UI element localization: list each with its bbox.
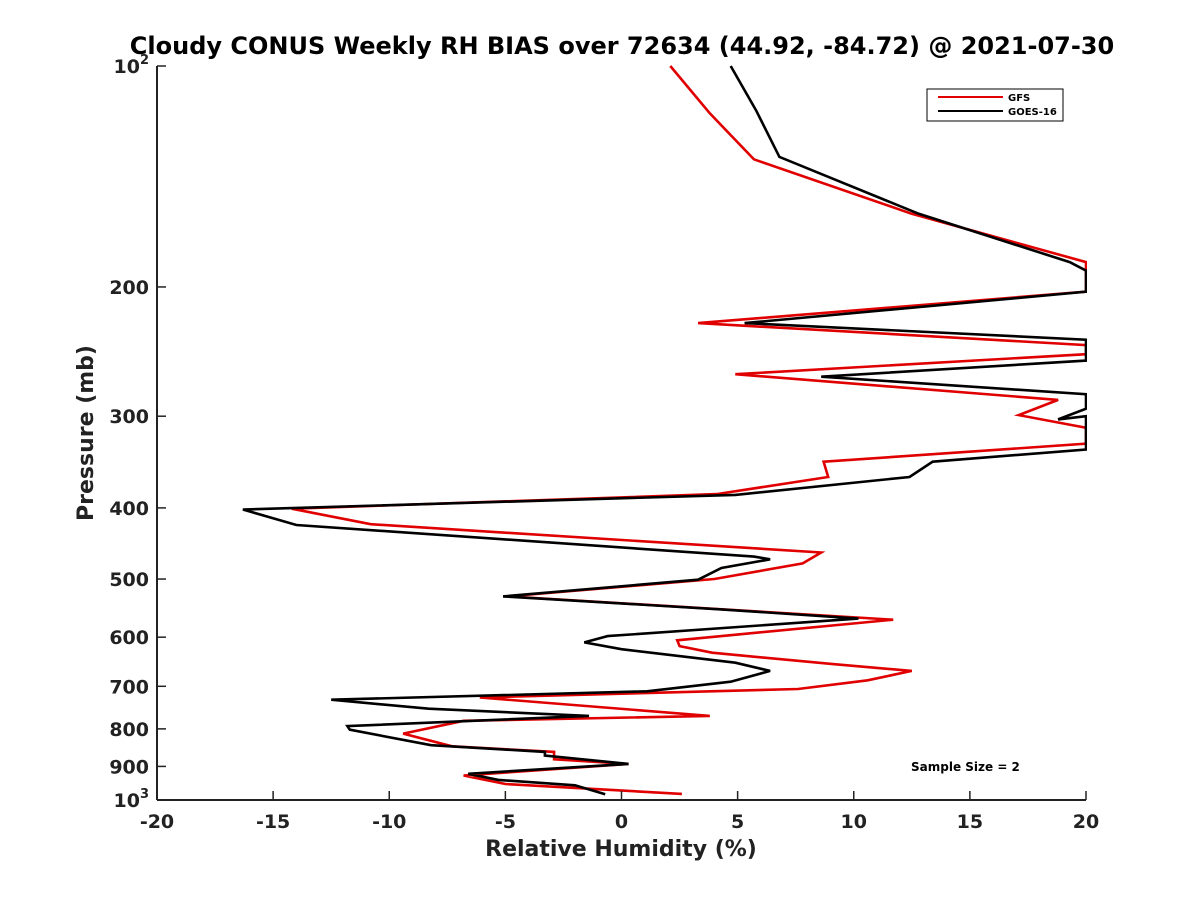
x-tick-label: 10	[841, 811, 867, 833]
y-tick-label: 700	[109, 676, 149, 698]
x-tick-label: -20	[140, 811, 174, 833]
chart-title: Cloudy CONUS Weekly RH BIAS over 72634 (…	[130, 32, 1114, 60]
sample-size-annotation: Sample Size = 2	[911, 760, 1020, 774]
legend-label-goes16: GOES-16	[1008, 107, 1057, 118]
y-tick-label: 102	[114, 53, 150, 78]
x-tick-label: 5	[731, 811, 744, 833]
y-tick-label: 900	[109, 756, 149, 778]
series-line-gfs	[291, 65, 1087, 796]
x-axis-ticks: -20 -15 -10 -5 0 5 10 15 20	[140, 791, 1099, 833]
y-axis-label: Pressure (mb)	[74, 345, 99, 521]
x-tick-label: -10	[372, 811, 406, 833]
y-tick-label: 600	[109, 627, 149, 649]
x-tick-label: 15	[957, 811, 983, 833]
y-axis-ticks: 102 200 300 400 500 600 700 800 900 103	[109, 53, 166, 812]
y-tick-label: 800	[109, 719, 149, 741]
x-tick-label: -15	[256, 811, 290, 833]
y-tick-label: 103	[114, 787, 150, 812]
y-tick-label: 500	[109, 569, 149, 591]
y-tick-label: 300	[109, 406, 149, 428]
y-tick-label: 200	[109, 277, 149, 299]
y-tick-label: 400	[109, 498, 149, 520]
x-tick-label: -5	[495, 811, 516, 833]
x-tick-label: 20	[1073, 811, 1099, 833]
x-axis-label: Relative Humidity (%)	[485, 837, 757, 862]
series-line-goes16	[242, 65, 1087, 796]
plot-area	[242, 65, 1087, 796]
x-tick-label: 0	[615, 811, 628, 833]
legend-label-gfs: GFS	[1008, 93, 1030, 104]
legend-box	[926, 88, 1064, 122]
legend: GFS GOES-16	[926, 88, 1064, 122]
